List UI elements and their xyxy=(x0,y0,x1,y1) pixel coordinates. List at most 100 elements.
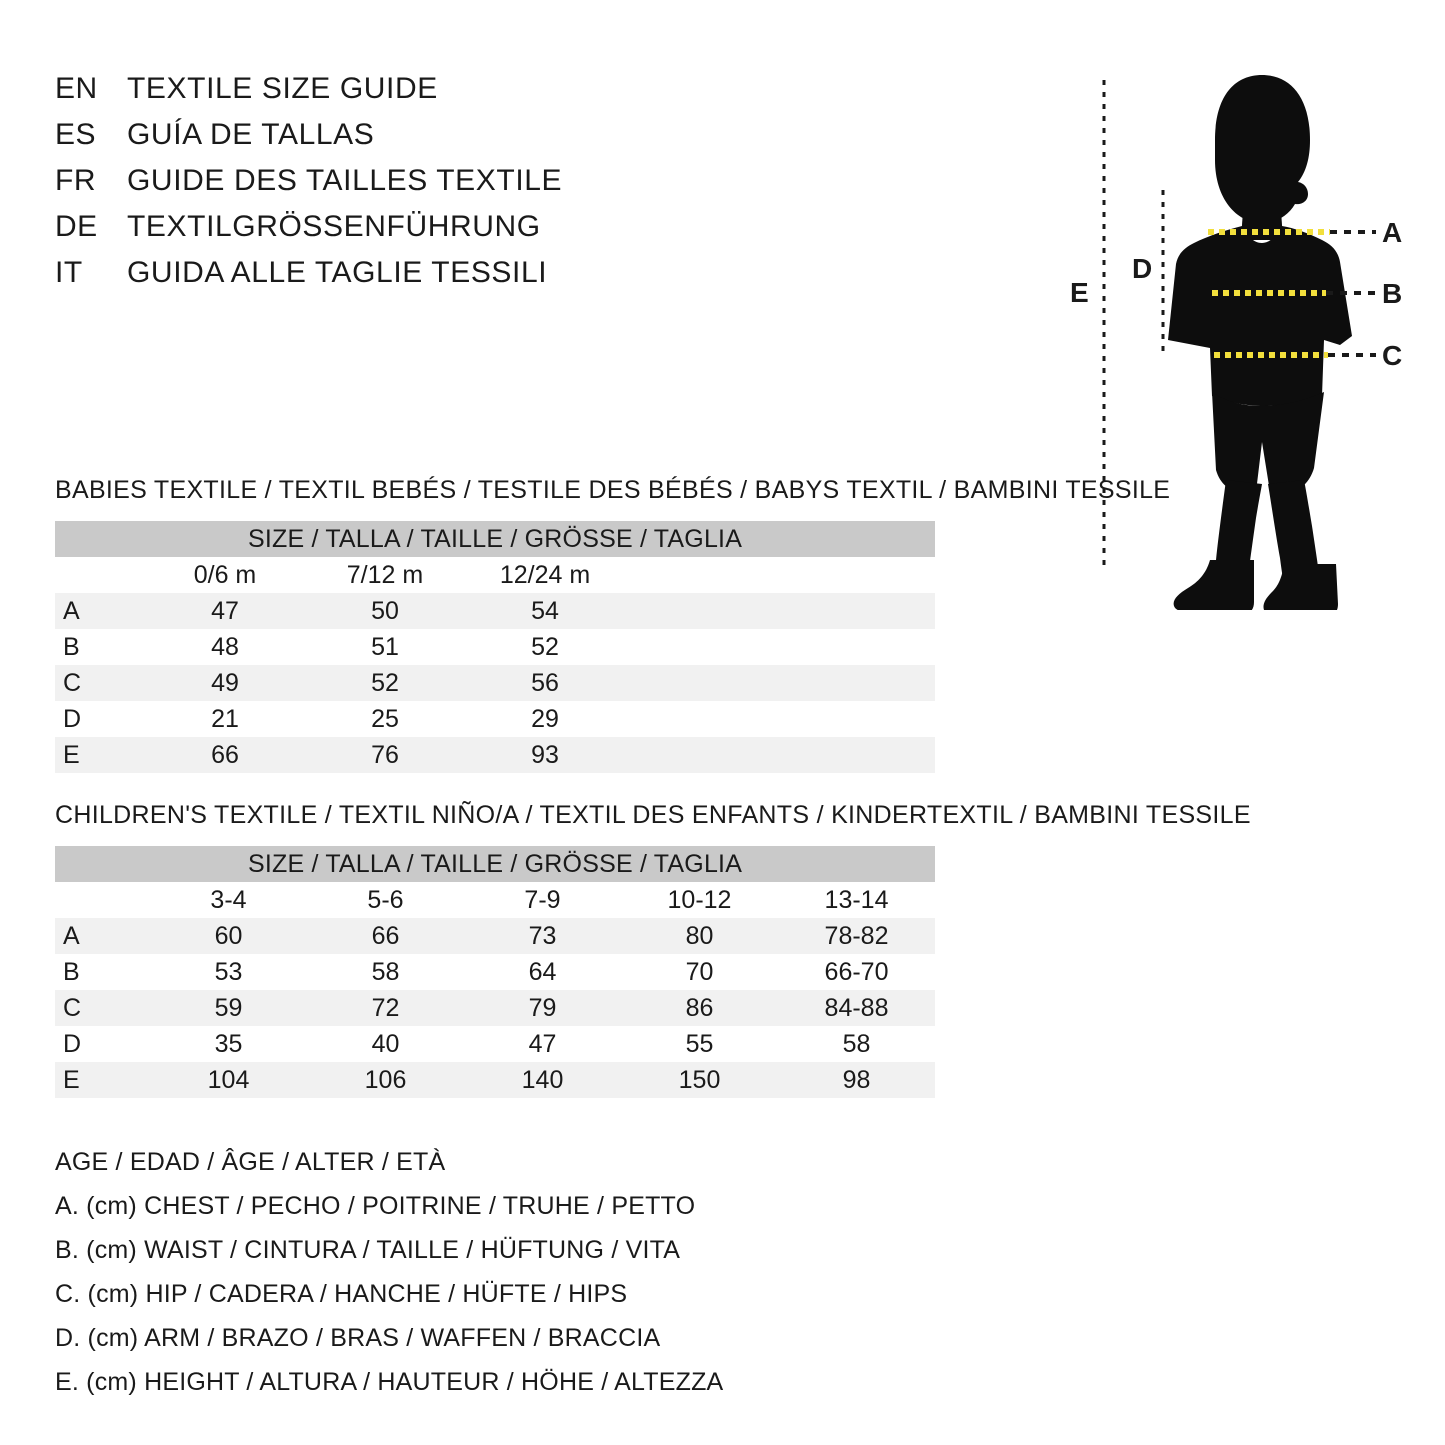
language-title: GUIDA ALLE TAGLIE TESSILI xyxy=(127,256,548,289)
children-cell: 106 xyxy=(307,1062,464,1098)
children-cell: 58 xyxy=(307,954,464,990)
children-col-header: 3-4 xyxy=(150,882,307,918)
language-code: FR xyxy=(55,164,96,197)
children-cell: 60 xyxy=(150,918,307,954)
measurement-figure: A B C D E xyxy=(1040,40,1445,610)
children-section: CHILDREN'S TEXTILE / TEXTIL NIÑO/A / TEX… xyxy=(55,803,1395,1098)
language-title-list: EN TEXTILE SIZE GUIDE ES GUÍA DE TALLAS … xyxy=(55,72,755,302)
children-band-row: SIZE / TALLA / TAILLE / GRÖSSE / TAGLIA xyxy=(55,846,936,882)
babies-row-label: A xyxy=(55,593,145,629)
babies-filler-cell xyxy=(625,737,936,773)
children-cell: 55 xyxy=(621,1026,778,1062)
children-cell: 86 xyxy=(621,990,778,1026)
babies-filler-cell xyxy=(625,629,936,665)
babies-corner-cell xyxy=(55,557,145,593)
language-row: ES GUÍA DE TALLAS xyxy=(55,118,755,164)
marker-label-d: D xyxy=(1132,253,1152,284)
marker-label-c: C xyxy=(1382,340,1402,371)
children-cell: 58 xyxy=(778,1026,936,1062)
table-row: D 21 25 29 xyxy=(55,701,936,737)
babies-cell: 50 xyxy=(305,593,465,629)
language-title: TEXTILGRÖSSENFÜHRUNG xyxy=(127,210,541,243)
babies-cell: 76 xyxy=(305,737,465,773)
child-silhouette-icon xyxy=(1168,75,1352,610)
children-row-label: A xyxy=(55,918,150,954)
babies-row-label: B xyxy=(55,629,145,665)
babies-cell: 93 xyxy=(465,737,625,773)
legend-line: B. (cm) WAIST / CINTURA / TAILLE / HÜFTU… xyxy=(55,1236,681,1264)
babies-row-label: C xyxy=(55,665,145,701)
marker-label-e: E xyxy=(1070,277,1089,308)
children-cell: 78-82 xyxy=(778,918,936,954)
table-row: A 60 66 73 80 78-82 xyxy=(55,918,936,954)
legend-line: AGE / EDAD / ÂGE / ALTER / ETÀ xyxy=(55,1148,446,1176)
babies-cell: 51 xyxy=(305,629,465,665)
babies-band-row: SIZE / TALLA / TAILLE / GRÖSSE / TAGLIA xyxy=(55,521,936,557)
table-row: E 104 106 140 150 98 xyxy=(55,1062,936,1098)
babies-cell: 21 xyxy=(145,701,305,737)
children-cell: 40 xyxy=(307,1026,464,1062)
babies-col-header: 7/12 m xyxy=(305,557,465,593)
children-row-label: D xyxy=(55,1026,150,1062)
children-cell: 59 xyxy=(150,990,307,1026)
babies-filler-cell xyxy=(625,665,936,701)
children-corner-cell xyxy=(55,882,150,918)
children-cell: 47 xyxy=(464,1026,621,1062)
children-row-label: B xyxy=(55,954,150,990)
babies-column-header-row: 0/6 m 7/12 m 12/24 m xyxy=(55,557,936,593)
babies-cell: 25 xyxy=(305,701,465,737)
children-cell: 66 xyxy=(307,918,464,954)
babies-col-header: 0/6 m xyxy=(145,557,305,593)
table-row: B 53 58 64 70 66-70 xyxy=(55,954,936,990)
babies-cell: 56 xyxy=(465,665,625,701)
babies-row-label: D xyxy=(55,701,145,737)
table-row: C 59 72 79 86 84-88 xyxy=(55,990,936,1026)
language-row: IT GUIDA ALLE TAGLIE TESSILI xyxy=(55,256,755,302)
children-cell: 73 xyxy=(464,918,621,954)
babies-filler-cell xyxy=(625,701,936,737)
language-code: ES xyxy=(55,118,97,151)
children-cell: 64 xyxy=(464,954,621,990)
children-cell: 72 xyxy=(307,990,464,1026)
table-row: A 47 50 54 xyxy=(55,593,936,629)
children-cell: 53 xyxy=(150,954,307,990)
language-code: EN xyxy=(55,72,98,105)
babies-cell: 52 xyxy=(465,629,625,665)
babies-cell: 66 xyxy=(145,737,305,773)
children-cell: 66-70 xyxy=(778,954,936,990)
children-cell: 79 xyxy=(464,990,621,1026)
children-cell: 140 xyxy=(464,1062,621,1098)
children-cell: 35 xyxy=(150,1026,307,1062)
legend-line: C. (cm) HIP / CADERA / HANCHE / HÜFTE / … xyxy=(55,1280,628,1308)
children-cell: 98 xyxy=(778,1062,936,1098)
table-row: E 66 76 93 xyxy=(55,737,936,773)
babies-band-label: SIZE / TALLA / TAILLE / GRÖSSE / TAGLIA xyxy=(55,521,936,557)
babies-cell: 49 xyxy=(145,665,305,701)
language-title: TEXTILE SIZE GUIDE xyxy=(127,72,438,105)
children-col-header: 10-12 xyxy=(621,882,778,918)
language-title: GUIDE DES TAILLES TEXTILE xyxy=(127,164,563,197)
children-row-label: C xyxy=(55,990,150,1026)
babies-size-table: SIZE / TALLA / TAILLE / GRÖSSE / TAGLIA … xyxy=(55,521,936,773)
language-row: DE TEXTILGRÖSSENFÜHRUNG xyxy=(55,210,755,256)
babies-filler-cell xyxy=(625,593,936,629)
children-section-title: CHILDREN'S TEXTILE / TEXTIL NIÑO/A / TEX… xyxy=(55,801,1251,829)
table-row: C 49 52 56 xyxy=(55,665,936,701)
marker-label-a: A xyxy=(1382,217,1402,248)
children-cell: 150 xyxy=(621,1062,778,1098)
children-size-table: SIZE / TALLA / TAILLE / GRÖSSE / TAGLIA … xyxy=(55,846,936,1098)
language-title: GUÍA DE TALLAS xyxy=(127,118,375,151)
language-row: FR GUIDE DES TAILLES TEXTILE xyxy=(55,164,755,210)
babies-cell: 29 xyxy=(465,701,625,737)
legend-line: D. (cm) ARM / BRAZO / BRAS / WAFFEN / BR… xyxy=(55,1324,661,1352)
children-col-header: 13-14 xyxy=(778,882,936,918)
measurement-legend: AGE / EDAD / ÂGE / ALTER / ETÀ A. (cm) C… xyxy=(55,1140,955,1404)
children-cell: 70 xyxy=(621,954,778,990)
children-cell: 80 xyxy=(621,918,778,954)
children-cell: 84-88 xyxy=(778,990,936,1026)
babies-section: BABIES TEXTILE / TEXTIL BEBÉS / TESTILE … xyxy=(55,478,1395,773)
babies-cell: 48 xyxy=(145,629,305,665)
babies-filler-cell xyxy=(625,557,936,593)
babies-cell: 54 xyxy=(465,593,625,629)
babies-cell: 52 xyxy=(305,665,465,701)
